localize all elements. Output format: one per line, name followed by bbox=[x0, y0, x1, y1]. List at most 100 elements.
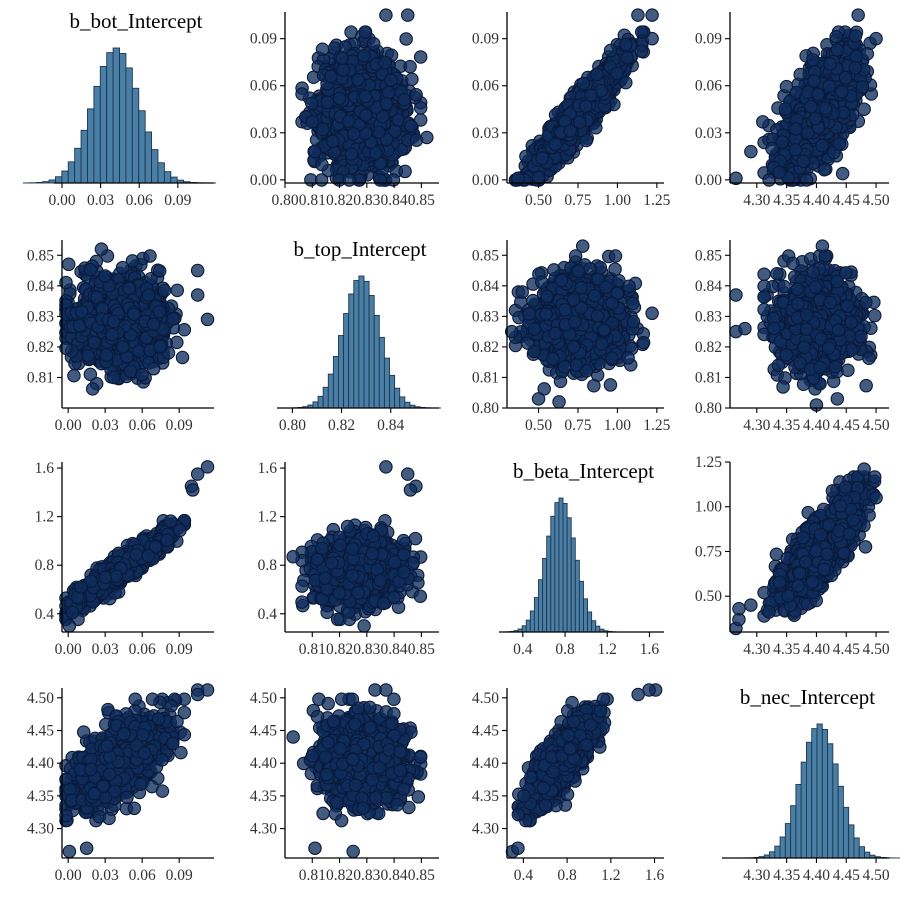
x-tick-label: 1.00 bbox=[604, 192, 631, 209]
x-tick-label: 0.80 bbox=[271, 192, 298, 209]
scatter-point bbox=[413, 50, 428, 64]
x-tick-label: 0.06 bbox=[126, 192, 153, 209]
y-tick-label: 0.06 bbox=[250, 78, 277, 95]
histogram-bar bbox=[368, 295, 375, 409]
scatter-point bbox=[590, 67, 604, 82]
scatter-point bbox=[869, 31, 883, 46]
scatter-point bbox=[405, 72, 419, 86]
scatter-point bbox=[115, 260, 130, 275]
histogram-bar bbox=[35, 181, 44, 184]
scatter-point bbox=[61, 257, 76, 272]
x-tick-label: 0.06 bbox=[129, 417, 156, 434]
scatter-point bbox=[170, 283, 185, 298]
y-tick-label: 0.03 bbox=[250, 125, 277, 142]
scatter-point bbox=[381, 85, 396, 100]
panel-scatter-beta-top: 0.800.810.820.830.840.850.50 0.75 1.00 1.25 bbox=[472, 239, 671, 434]
scatter-point bbox=[115, 340, 130, 354]
scatter-point bbox=[829, 29, 843, 44]
scatter-point bbox=[123, 364, 138, 379]
scatter-points bbox=[295, 8, 434, 187]
histogram-bar bbox=[42, 181, 50, 184]
x-tick-label: 0.85 bbox=[408, 192, 435, 209]
scatter-point bbox=[619, 37, 633, 52]
scatter-point bbox=[85, 382, 100, 396]
scatter-point bbox=[399, 32, 413, 46]
scatter-points bbox=[729, 8, 883, 187]
histogram-bar bbox=[54, 176, 63, 184]
scatter-point bbox=[146, 317, 161, 331]
scatter-point bbox=[326, 134, 340, 149]
scatter-point bbox=[400, 8, 415, 22]
scatter-point bbox=[336, 63, 350, 77]
histogram-bar bbox=[378, 336, 385, 409]
histogram-bar bbox=[157, 162, 165, 184]
scatter-point bbox=[645, 8, 659, 22]
histogram-bar bbox=[373, 314, 380, 409]
x-tick-label: 0.00 bbox=[55, 417, 82, 434]
scatter-point bbox=[404, 119, 418, 133]
scatter-point bbox=[106, 314, 121, 329]
scatter-point bbox=[351, 73, 365, 87]
scatter-point bbox=[141, 288, 156, 302]
y-tick-label: 0.00 bbox=[695, 172, 722, 189]
scatter-point bbox=[342, 173, 357, 187]
scatter-point bbox=[369, 146, 383, 160]
x-tick-label: 0.00 bbox=[48, 192, 75, 209]
y-tick-label: 0.84 bbox=[27, 278, 54, 295]
histogram-bar bbox=[131, 87, 140, 184]
scatter-point bbox=[855, 80, 870, 94]
panel-title: b_bot_Intercept bbox=[70, 9, 203, 33]
scatter-points bbox=[504, 239, 659, 409]
scatter-point bbox=[157, 283, 172, 298]
x-tick-label: 0.83 bbox=[353, 192, 380, 209]
y-tick-label: 0.09 bbox=[472, 31, 499, 48]
histogram-bar bbox=[312, 401, 319, 409]
scatter-point bbox=[398, 164, 412, 179]
y-tick-label: 0.82 bbox=[27, 339, 54, 356]
scatter-point bbox=[315, 42, 330, 56]
scatter-point bbox=[744, 144, 758, 159]
y-tick-label: 0.06 bbox=[472, 78, 499, 95]
panel-scatter-beta-bot: 0.000.030.060.090.50 0.75 1.00 1.25 bbox=[472, 8, 671, 209]
scatter-point bbox=[320, 95, 335, 110]
histogram-bar bbox=[383, 357, 390, 409]
scatter-point bbox=[152, 304, 167, 319]
x-tick-label: 0.09 bbox=[166, 417, 193, 434]
scatter-point bbox=[835, 166, 850, 181]
histogram-bar bbox=[327, 373, 334, 409]
histogram-bar bbox=[93, 85, 101, 184]
histogram-bar bbox=[87, 108, 95, 184]
y-tick-label: 0.85 bbox=[27, 247, 54, 264]
scatter-point bbox=[793, 67, 807, 82]
scatter-point bbox=[620, 50, 635, 65]
x-tick-label: 0.80 bbox=[279, 417, 306, 434]
x-tick-label: 1.25 bbox=[643, 192, 670, 209]
scatter-point bbox=[358, 25, 372, 39]
scatter-point bbox=[796, 154, 811, 169]
scatter-point bbox=[531, 170, 546, 185]
scatter-point bbox=[358, 89, 373, 104]
histogram-bar bbox=[353, 280, 360, 409]
histogram-bar bbox=[317, 395, 324, 409]
scatter-point bbox=[366, 36, 381, 51]
scatter-point bbox=[772, 165, 787, 180]
scatter-point bbox=[122, 281, 136, 296]
y-tick-label: 0.83 bbox=[27, 308, 54, 325]
panel-scatter-bot-top: 0.810.820.830.840.850.00 0.03 0.06 0.09 bbox=[27, 240, 215, 434]
y-tick-label: 0.03 bbox=[472, 125, 499, 142]
scatter-point bbox=[379, 96, 394, 111]
scatter-point bbox=[384, 73, 398, 87]
x-tick-label: 0.84 bbox=[381, 192, 408, 209]
x-tick-label: 4.45 bbox=[833, 192, 860, 209]
histogram-bar bbox=[348, 293, 355, 409]
histogram-bar bbox=[106, 52, 114, 184]
panel-scatter-top-bot: 0.000.030.060.090.80 0.81 0.82 0.83 0.84 0.85 bbox=[250, 8, 439, 209]
scatter-point bbox=[835, 84, 849, 99]
scatter-point bbox=[87, 335, 102, 350]
scatter-point bbox=[789, 122, 803, 136]
scatter-point bbox=[817, 162, 832, 177]
scatter-point bbox=[83, 262, 98, 277]
x-tick-label: 0.75 bbox=[564, 192, 591, 209]
scatter-point bbox=[308, 144, 322, 159]
